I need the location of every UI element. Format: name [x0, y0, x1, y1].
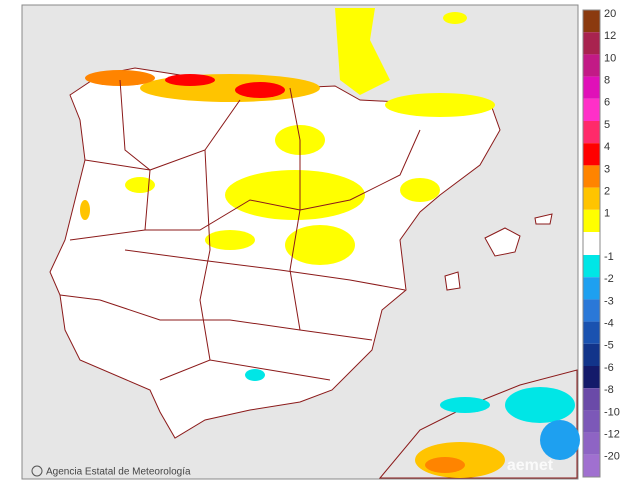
legend-label: 2: [604, 186, 610, 198]
legend-swatch: [583, 165, 600, 188]
legend-swatch: [583, 32, 600, 55]
legend-swatch: [583, 343, 600, 366]
copyright-icon: [31, 465, 43, 477]
legend-label: -5: [604, 340, 614, 352]
legend-swatch: [583, 388, 600, 411]
legend-swatch: [583, 121, 600, 144]
anomaly-areas: [80, 8, 580, 478]
legend-label: -12: [604, 429, 620, 441]
legend-swatch: [583, 209, 600, 232]
iberia: [49, 67, 501, 439]
legend-label: 10: [604, 52, 616, 64]
legend-label: 12: [604, 30, 616, 42]
legend-label: 6: [604, 97, 610, 109]
province-borders: [59, 79, 421, 381]
legend-label: -8: [604, 384, 614, 396]
legend-label: -2: [604, 273, 614, 285]
legend-label: -6: [604, 362, 614, 374]
legend-label: -1: [604, 251, 614, 263]
legend-swatch: [583, 299, 600, 322]
legend-swatch: [583, 277, 600, 300]
legend-swatch: [583, 432, 600, 455]
credit: Agencia Estatal de Meteorología: [46, 467, 191, 478]
legend-label: -20: [604, 451, 620, 463]
legend-swatch: [583, 76, 600, 99]
legend-swatch: [583, 410, 600, 433]
legend-swatch: [583, 143, 600, 166]
legend-label: -4: [604, 318, 614, 330]
legend: 20 12 10 8 6 5 4 3 2 1 -1 -2 -3 -4 -5 -6 -8 -10 -12 -20: [582, 8, 620, 478]
watermark: aemet: [507, 457, 554, 474]
legend-border: [582, 9, 601, 478]
balearic-islands: [444, 213, 553, 291]
legend-label: 5: [604, 119, 610, 131]
legend-swatch: [583, 54, 600, 77]
legend-label: 1: [604, 208, 610, 220]
legend-label: -3: [604, 295, 614, 307]
legend-swatch: [583, 255, 600, 278]
legend-swatch: [583, 98, 600, 121]
legend-label: 4: [604, 141, 610, 153]
legend-label: -10: [604, 406, 620, 418]
legend-label: 20: [604, 8, 616, 20]
legend-swatch: [583, 187, 600, 210]
legend-swatch: [583, 366, 600, 389]
legend-label: 3: [604, 163, 610, 175]
legend-swatch: [583, 321, 600, 344]
legend-swatch: [583, 10, 600, 33]
legend-label: 8: [604, 75, 610, 87]
legend-swatch: [583, 454, 600, 477]
